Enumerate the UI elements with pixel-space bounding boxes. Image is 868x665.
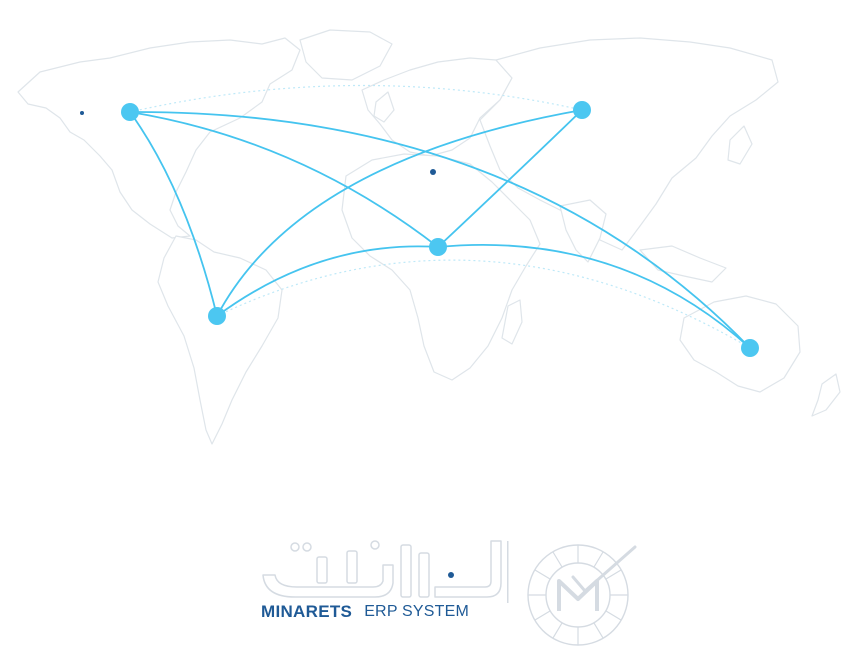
continent-australia — [679, 295, 801, 393]
continent-europe — [361, 57, 513, 157]
node-africa — [429, 238, 447, 256]
route-north-america-africa — [129, 111, 439, 248]
route-africa-asia — [437, 109, 583, 248]
continent-south-america — [157, 235, 283, 445]
route-south-america-asia — [216, 109, 583, 317]
minarets-emblem-icon — [527, 544, 637, 646]
brand-name: MINARETS — [261, 602, 353, 621]
route-south-america-africa — [216, 245, 439, 317]
continent-africa — [341, 153, 541, 381]
route-north-america-south-america — [129, 111, 218, 317]
node-asia — [573, 101, 591, 119]
island-new-zealand — [811, 373, 841, 417]
region-india — [559, 199, 607, 263]
arabic-wordmark-logo — [262, 540, 509, 603]
island-madagascar — [501, 299, 523, 345]
node-australia — [741, 339, 759, 357]
location-pin-icon — [430, 169, 436, 175]
location-pin-icon — [80, 111, 84, 115]
island-uk — [373, 91, 395, 123]
continent-asia — [479, 37, 779, 251]
continent-north-america — [17, 37, 301, 239]
brand-subtitle: ERP SYSTEM — [364, 603, 470, 620]
brand-text-line: MINARETS ERP SYSTEM — [261, 602, 469, 622]
world-map — [17, 29, 841, 445]
brand-logo: MINARETS ERP SYSTEM — [255, 535, 650, 650]
continent-greenland — [299, 29, 393, 81]
node-north-america — [121, 103, 139, 121]
route-north-america-australia — [129, 111, 751, 349]
route-africa-australia — [437, 244, 751, 349]
node-south-america — [208, 307, 226, 325]
island-japan — [727, 125, 753, 165]
